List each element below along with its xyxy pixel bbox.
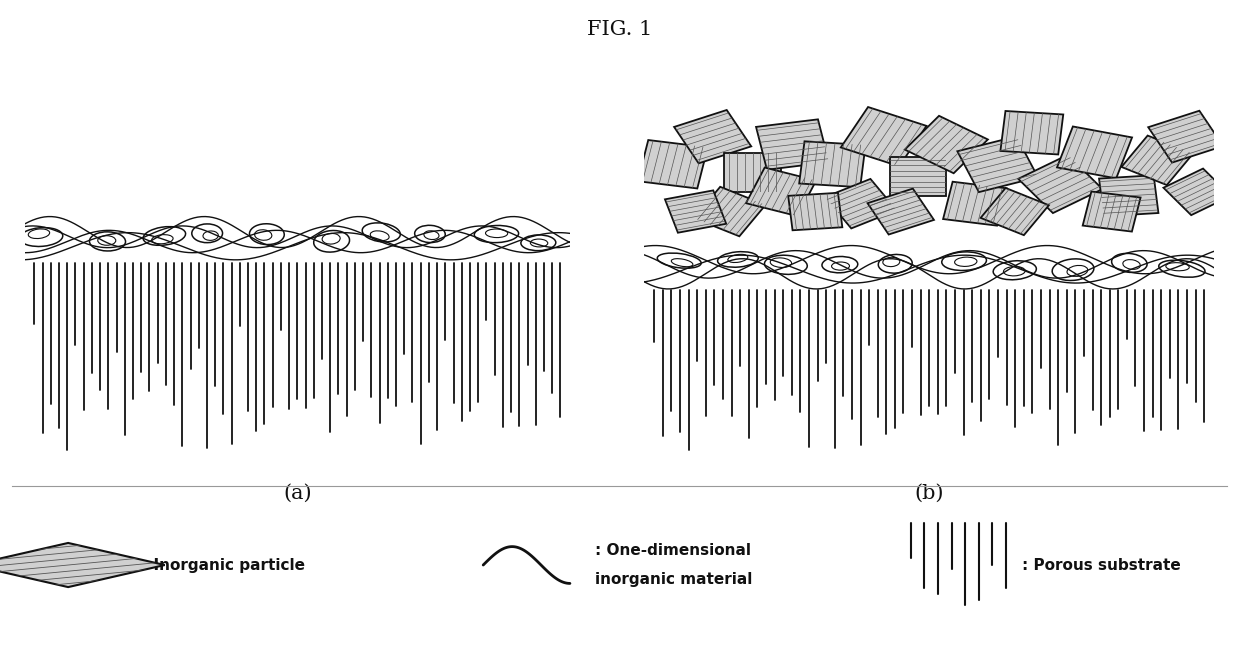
Polygon shape xyxy=(943,182,1006,225)
Polygon shape xyxy=(799,141,866,187)
Text: : Porous substrate: : Porous substrate xyxy=(1022,558,1181,572)
Polygon shape xyxy=(867,189,934,235)
Text: (a): (a) xyxy=(282,484,312,503)
Polygon shape xyxy=(1163,169,1230,215)
Polygon shape xyxy=(674,110,751,164)
Polygon shape xyxy=(638,140,707,189)
Polygon shape xyxy=(756,120,829,170)
Text: : One-dimensional: : One-dimensional xyxy=(595,543,751,558)
Polygon shape xyxy=(694,187,766,237)
Text: (b): (b) xyxy=(914,484,944,503)
Polygon shape xyxy=(841,107,927,166)
Polygon shape xyxy=(1018,155,1103,213)
Polygon shape xyxy=(1083,192,1141,231)
Polygon shape xyxy=(1099,175,1158,216)
Polygon shape xyxy=(1057,127,1132,178)
Polygon shape xyxy=(1000,111,1063,154)
Polygon shape xyxy=(665,191,726,233)
Polygon shape xyxy=(746,168,817,216)
Polygon shape xyxy=(904,116,987,173)
Polygon shape xyxy=(958,137,1038,192)
Polygon shape xyxy=(890,156,947,196)
Text: : Inorganic particle: : Inorganic particle xyxy=(142,558,306,572)
Polygon shape xyxy=(1121,135,1193,185)
Polygon shape xyxy=(1149,111,1223,162)
Polygon shape xyxy=(0,543,165,587)
Polygon shape xyxy=(825,179,897,229)
Text: inorganic material: inorganic material xyxy=(595,572,752,587)
Polygon shape xyxy=(788,193,843,230)
Text: FIG. 1: FIG. 1 xyxy=(587,20,652,39)
Polygon shape xyxy=(980,188,1049,235)
Polygon shape xyxy=(725,152,781,192)
